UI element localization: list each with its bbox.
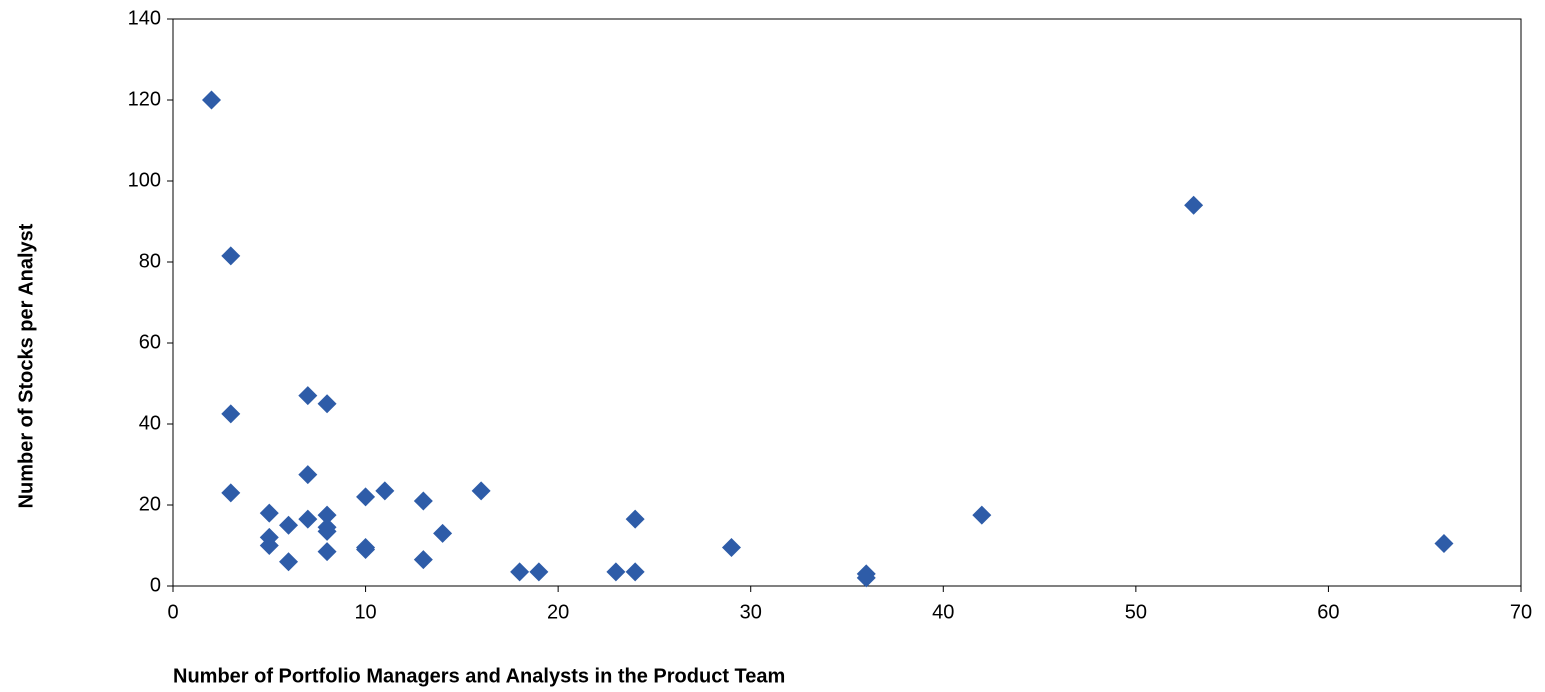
point xyxy=(221,246,241,266)
point xyxy=(375,481,395,501)
y-tick-label: 60 xyxy=(139,331,161,353)
x-tick-label: 40 xyxy=(932,601,954,623)
y-tick-label: 40 xyxy=(139,412,161,434)
point xyxy=(413,550,433,570)
y-tick-label: 80 xyxy=(139,250,161,272)
point xyxy=(317,394,337,414)
point xyxy=(471,481,491,501)
point xyxy=(413,491,433,511)
y-axis-title: Number of Stocks per Analyst xyxy=(15,223,37,508)
point xyxy=(1434,533,1454,553)
y-tick-label: 0 xyxy=(150,574,161,596)
point xyxy=(298,509,318,529)
y-tick-label: 100 xyxy=(128,169,161,191)
point xyxy=(356,540,376,560)
point xyxy=(529,562,549,582)
point xyxy=(298,465,318,485)
x-axis-title: Number of Portfolio Managers and Analyst… xyxy=(173,665,785,687)
point xyxy=(259,536,279,555)
point xyxy=(317,521,337,541)
y-tick-label: 20 xyxy=(139,493,161,515)
point xyxy=(972,505,992,525)
x-tick-label: 50 xyxy=(1125,601,1147,623)
point xyxy=(279,515,299,535)
point xyxy=(259,503,279,523)
x-tick-label: 10 xyxy=(354,601,376,623)
x-tick-label: 70 xyxy=(1510,601,1532,623)
point xyxy=(202,90,222,110)
x-tick-label: 0 xyxy=(167,601,178,623)
plot-frame xyxy=(172,18,1522,587)
point xyxy=(356,487,376,507)
point xyxy=(606,562,626,582)
point xyxy=(317,505,337,525)
point xyxy=(221,483,241,503)
point xyxy=(510,562,530,582)
point xyxy=(298,386,318,406)
y-tick-label: 120 xyxy=(128,88,161,110)
x-tick-label: 60 xyxy=(1317,601,1339,623)
point xyxy=(625,509,645,529)
point xyxy=(433,523,453,543)
point xyxy=(721,538,741,558)
y-tick-label: 140 xyxy=(128,7,161,29)
x-tick-label: 20 xyxy=(547,601,569,623)
point xyxy=(317,542,337,562)
point xyxy=(221,404,241,424)
x-tick-label: 30 xyxy=(740,601,762,623)
point xyxy=(1184,195,1204,215)
point xyxy=(856,568,876,588)
point xyxy=(279,552,299,572)
point xyxy=(625,562,645,582)
